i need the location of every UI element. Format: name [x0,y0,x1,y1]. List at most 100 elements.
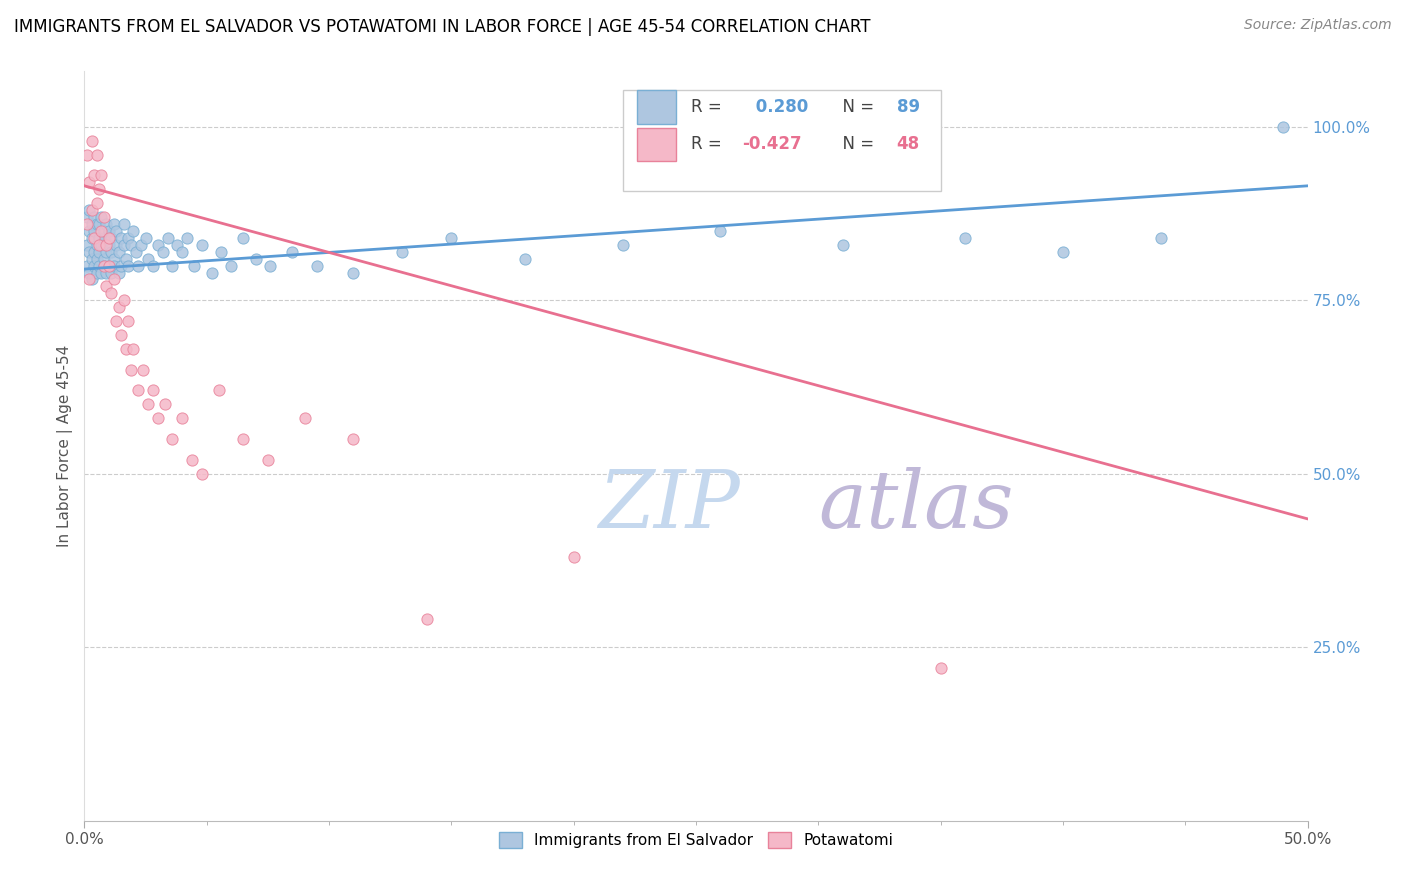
Point [86,196,108,211]
Point [87,182,110,196]
Point [76,147,98,161]
Point [232,432,254,446]
FancyBboxPatch shape [637,90,676,124]
Point [86,252,108,266]
Text: N =: N = [832,98,879,116]
Point [129,237,152,252]
Text: 48: 48 [897,136,920,153]
Text: 0.280: 0.280 [749,98,808,116]
Point [96,237,118,252]
Point [612,237,634,252]
Point [953,231,976,245]
Point [107,266,129,280]
FancyBboxPatch shape [637,128,676,161]
Text: 89: 89 [897,98,920,116]
Point [80,203,103,218]
Point [76,210,98,224]
Point [103,252,125,266]
Point [122,342,145,356]
Point [93,259,115,273]
Point [86,266,108,280]
Point [112,217,135,231]
Point [831,237,853,252]
Point [105,237,128,252]
Point [391,244,413,259]
Point [191,237,214,252]
Point [83,224,105,238]
Point [76,217,98,231]
Point [162,432,184,446]
Point [259,259,281,273]
Point [96,266,118,280]
Point [115,252,138,266]
Point [281,244,304,259]
Point [76,237,98,252]
Point [97,224,120,238]
Point [87,217,110,231]
Point [1272,120,1295,134]
Point [191,467,214,481]
Text: R =: R = [692,136,727,153]
Point [93,224,115,238]
Point [87,231,110,245]
Point [146,237,169,252]
Point [77,224,100,238]
Point [305,259,328,273]
Point [83,259,105,273]
Point [90,169,112,183]
Point [929,661,952,675]
Point [86,237,108,252]
Point [112,237,135,252]
Point [103,259,125,273]
Point [100,231,122,245]
Point [96,244,118,259]
Point [87,259,110,273]
Point [77,175,100,189]
Point [416,612,439,626]
Point [709,224,731,238]
Point [115,342,138,356]
Point [86,147,108,161]
Point [93,252,115,266]
Legend: Immigrants from El Salvador, Potawatomi: Immigrants from El Salvador, Potawatomi [492,826,900,855]
Point [257,453,280,467]
Point [80,231,103,245]
Point [142,259,165,273]
Text: R =: R = [692,98,727,116]
Point [152,244,174,259]
Point [117,259,139,273]
Point [96,279,118,293]
Point [440,231,463,245]
Point [80,134,103,148]
Point [97,231,120,245]
Point [209,244,232,259]
Point [342,266,364,280]
Point [136,252,159,266]
Text: IMMIGRANTS FROM EL SALVADOR VS POTAWATOMI IN LABOR FORCE | AGE 45-54 CORRELATION: IMMIGRANTS FROM EL SALVADOR VS POTAWATOM… [14,18,870,36]
Point [122,224,145,238]
Point [93,231,115,245]
Text: -0.427: -0.427 [742,136,801,153]
Point [80,252,103,266]
Point [162,259,184,273]
Point [77,244,100,259]
Point [93,259,115,273]
Point [107,244,129,259]
Y-axis label: In Labor Force | Age 45-54: In Labor Force | Age 45-54 [58,345,73,547]
Point [86,217,108,231]
Point [96,217,118,231]
Point [110,231,132,245]
Text: Source: ZipAtlas.com: Source: ZipAtlas.com [1244,18,1392,32]
Point [176,231,198,245]
Point [77,203,100,218]
Point [105,314,128,328]
Point [97,259,120,273]
Point [90,237,112,252]
Point [83,210,105,224]
Point [200,266,222,280]
Point [117,314,139,328]
Point [112,293,135,308]
Point [120,362,142,376]
Point [127,384,149,398]
Point [562,549,585,564]
